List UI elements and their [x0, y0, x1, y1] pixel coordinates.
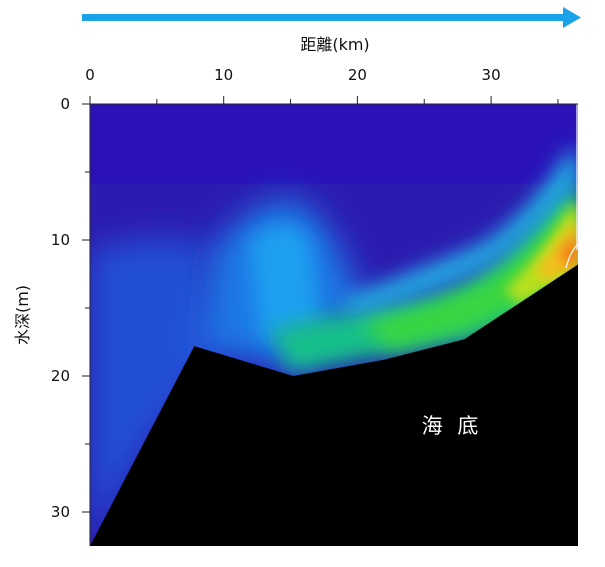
x-tick-label: 10 [214, 66, 233, 84]
seabed-label: 海 底 [422, 414, 483, 438]
x-tick-label: 30 [482, 66, 501, 84]
y-tick-label: 20 [51, 367, 70, 385]
y-tick-label: 10 [51, 231, 70, 249]
y-tick-label: 30 [51, 503, 70, 521]
seabed-area [90, 264, 578, 546]
direction-arrow-icon [82, 7, 581, 28]
x-tick-label: 20 [348, 66, 367, 84]
x-tick-label: 0 [85, 66, 95, 84]
y-axis-title: 水深(m) [13, 285, 32, 345]
y-tick-label: 0 [60, 95, 70, 113]
x-axis-title: 距離(km) [300, 35, 369, 54]
